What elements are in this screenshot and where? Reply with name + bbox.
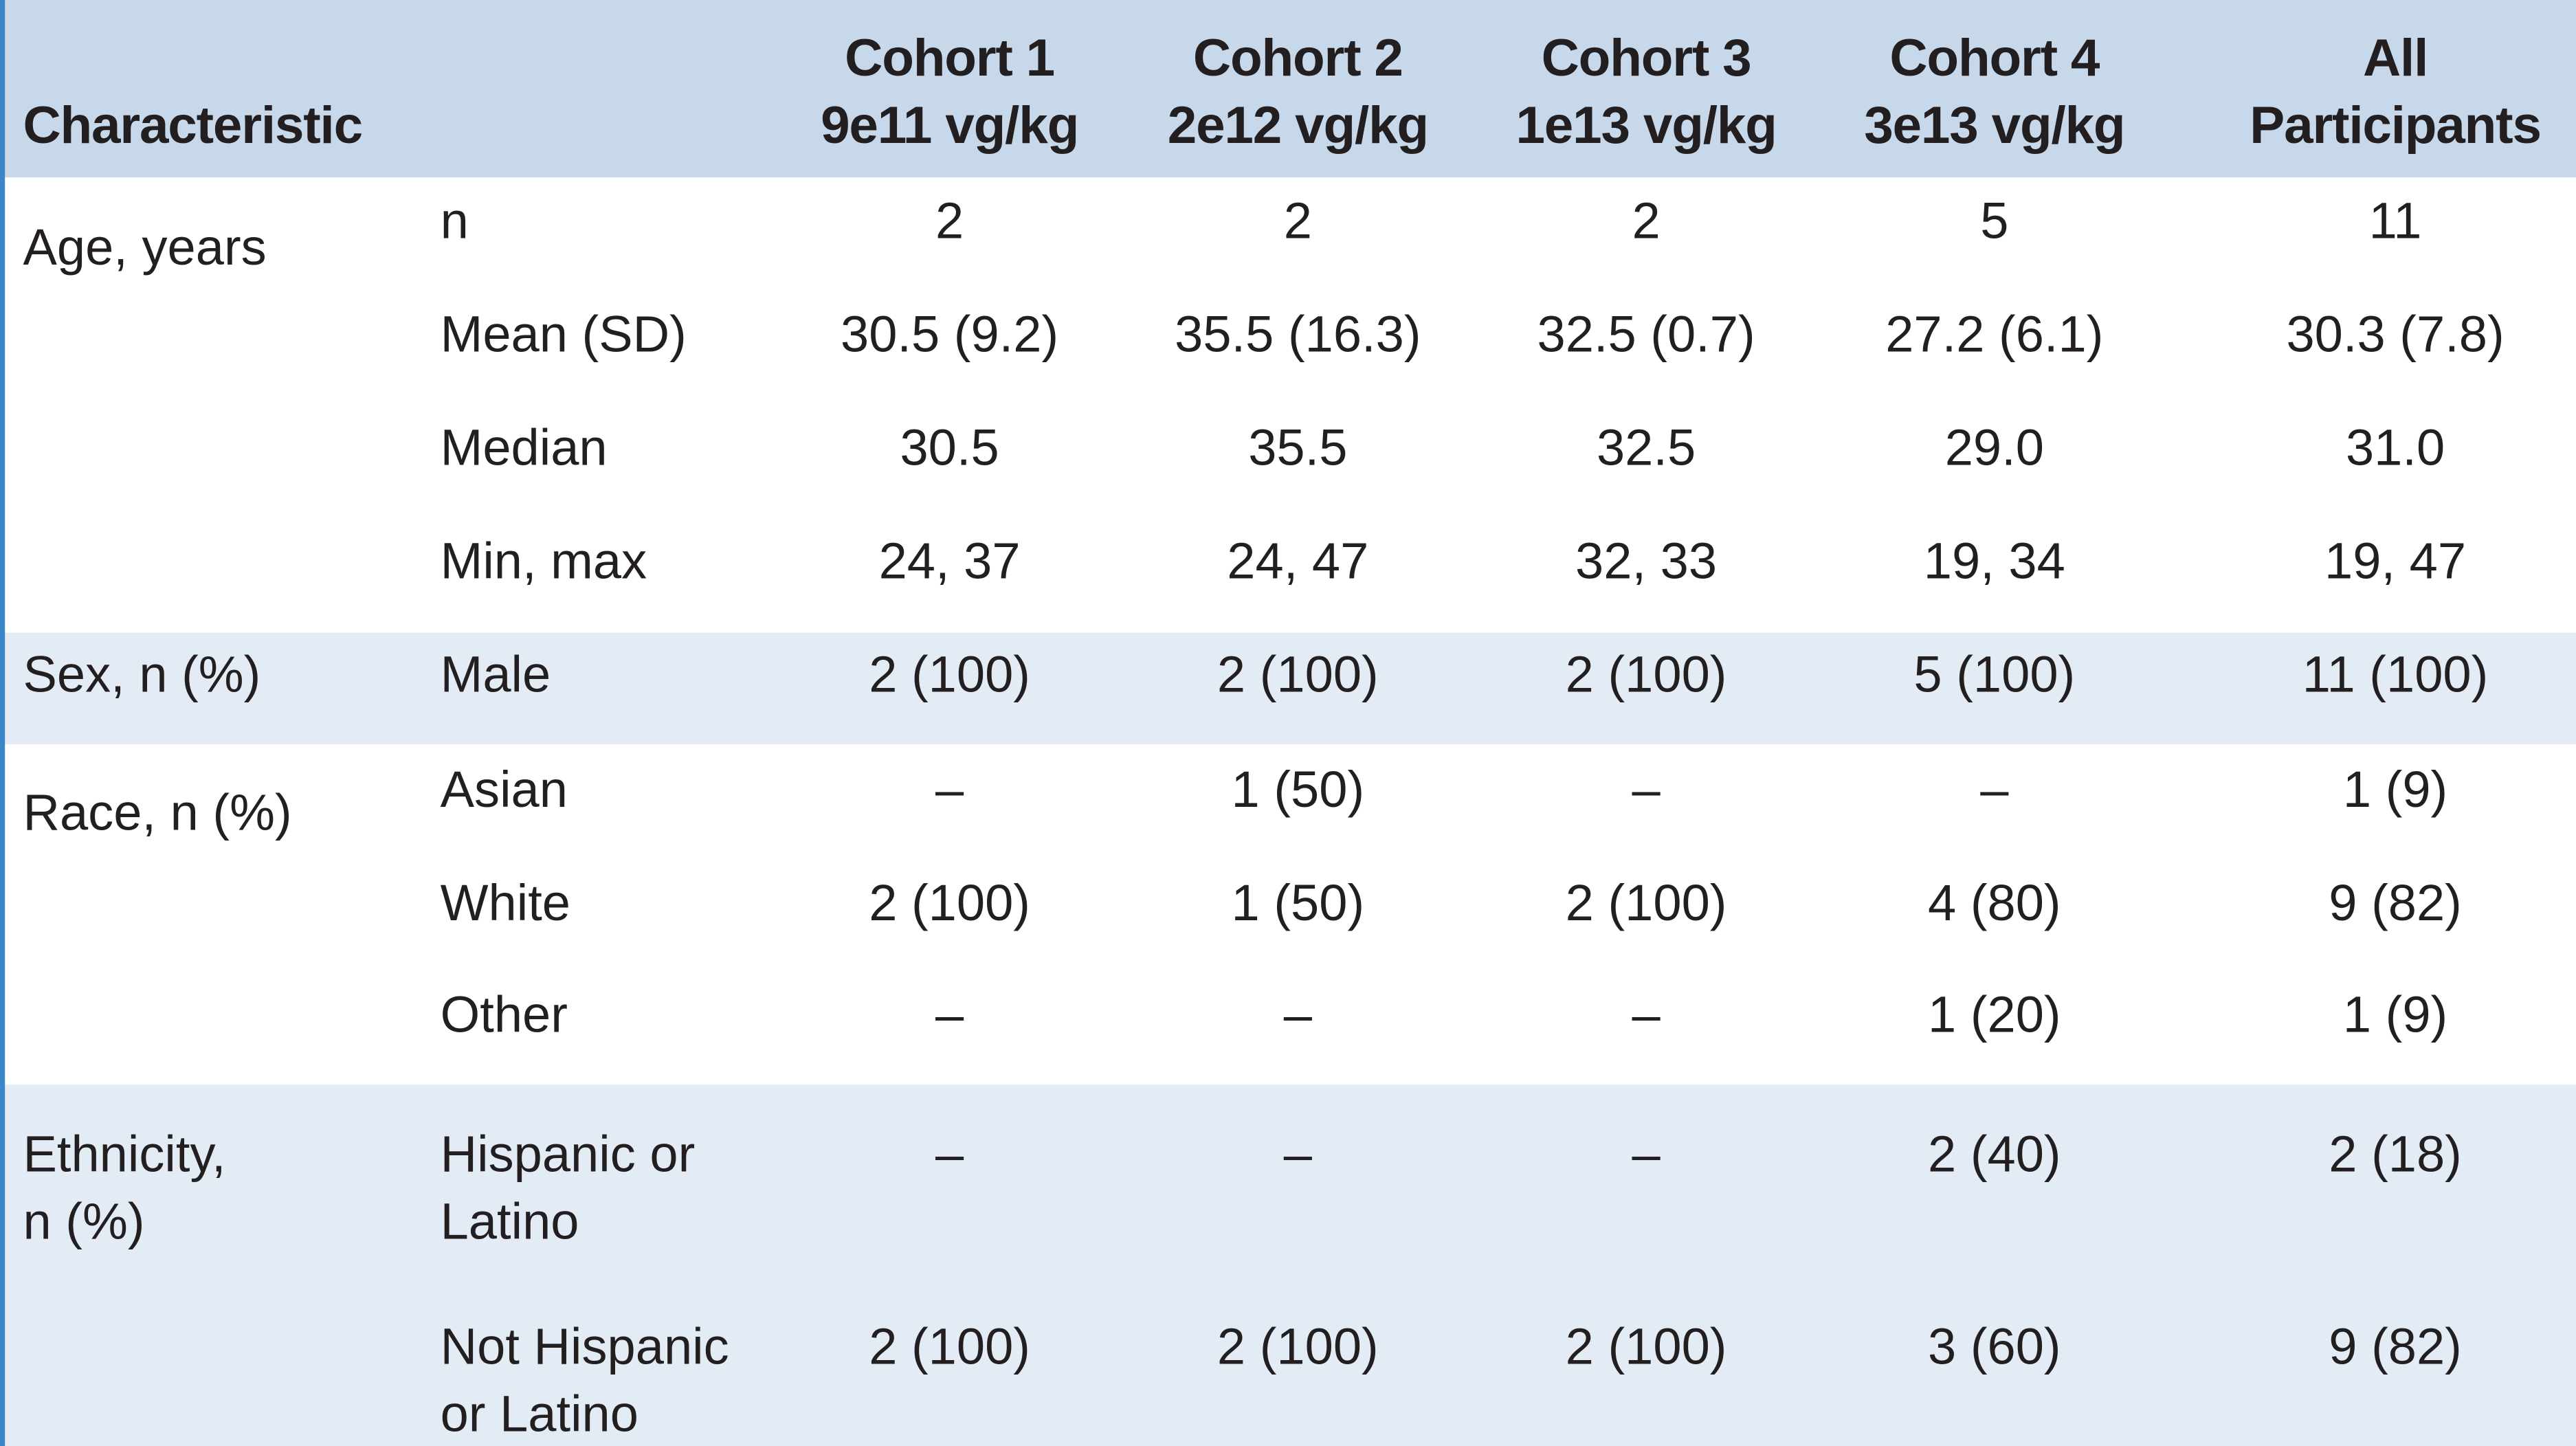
cell-value: 11 bbox=[2368, 192, 2422, 250]
cell-value: 2 (100) bbox=[869, 1317, 1030, 1376]
cell-value: 1 (50) bbox=[1231, 760, 1365, 819]
cell-value: 29.0 bbox=[1944, 419, 2044, 477]
group-label: n (%) bbox=[23, 1192, 145, 1251]
cell-value: 19, 34 bbox=[1923, 532, 2065, 590]
cell-value: 32, 33 bbox=[1575, 532, 1718, 590]
row-label: Not Hispanic bbox=[440, 1317, 729, 1376]
column-header: Cohort 4 bbox=[1889, 27, 2100, 87]
cell-value: – bbox=[1632, 986, 1661, 1044]
group-label: Ethnicity, bbox=[23, 1125, 226, 1183]
row-band bbox=[0, 744, 2576, 1084]
row-label: Other bbox=[440, 986, 568, 1044]
cell-value: 1 (20) bbox=[1928, 986, 2061, 1044]
row-label: Male bbox=[440, 645, 551, 704]
cell-value: – bbox=[935, 1125, 964, 1183]
cell-value: 2 bbox=[935, 192, 964, 250]
row-label: White bbox=[440, 874, 571, 932]
row-label: Asian bbox=[440, 760, 568, 819]
cell-value: 2 (100) bbox=[1565, 1317, 1727, 1376]
cell-value: 1 (50) bbox=[1231, 874, 1365, 932]
cell-value: 9 (82) bbox=[2329, 874, 2462, 932]
cell-value: 4 (80) bbox=[1928, 874, 2061, 932]
column-header: All bbox=[2362, 27, 2428, 87]
cell-value: 2 (18) bbox=[2329, 1125, 2462, 1183]
left-border bbox=[0, 0, 5, 1446]
row-label: n bbox=[440, 192, 469, 250]
cell-value: 35.5 bbox=[1248, 419, 1348, 477]
cell-value: – bbox=[1632, 760, 1661, 819]
header-title: Characteristic bbox=[23, 95, 363, 155]
cell-value: 30.5 bbox=[900, 419, 999, 477]
cell-value: 2 (100) bbox=[1217, 1317, 1379, 1376]
cell-value: 2 (40) bbox=[1928, 1125, 2061, 1183]
cell-value: 31.0 bbox=[2345, 419, 2445, 477]
group-label: Race, n (%) bbox=[23, 783, 292, 842]
cell-value: – bbox=[935, 986, 964, 1044]
cell-value: 30.3 (7.8) bbox=[2286, 305, 2505, 364]
cell-value: 5 (100) bbox=[1913, 645, 2076, 704]
column-header: Participants bbox=[2250, 95, 2542, 155]
cell-value: – bbox=[1283, 986, 1312, 1044]
row-label: Latino bbox=[440, 1192, 579, 1251]
cell-value: 1 (9) bbox=[2342, 986, 2448, 1044]
cell-value: – bbox=[935, 760, 964, 819]
row-label: Mean (SD) bbox=[440, 305, 687, 364]
cell-value: 2 (100) bbox=[1565, 874, 1727, 932]
cell-value: 2 (100) bbox=[1217, 645, 1379, 704]
cell-value: 2 bbox=[1283, 192, 1312, 250]
cell-value: 35.5 (16.3) bbox=[1175, 305, 1421, 364]
cell-value: 2 (100) bbox=[869, 645, 1030, 704]
row-label: or Latino bbox=[440, 1385, 639, 1443]
cell-value: 30.5 (9.2) bbox=[840, 305, 1059, 364]
cell-value: 9 (82) bbox=[2329, 1317, 2462, 1376]
cell-value: 24, 37 bbox=[878, 532, 1021, 590]
cell-value: 32.5 bbox=[1596, 419, 1696, 477]
cell-value: 32.5 (0.7) bbox=[1537, 305, 1755, 364]
cell-value: 5 bbox=[1980, 192, 2009, 250]
cell-value: – bbox=[1632, 1125, 1661, 1183]
group-label: Age, years bbox=[23, 218, 267, 276]
cell-value: 3 (60) bbox=[1928, 1317, 2061, 1376]
row-label: Hispanic or bbox=[440, 1125, 696, 1183]
cell-value: 27.2 (6.1) bbox=[1885, 305, 2104, 364]
cell-value: 2 (100) bbox=[1565, 645, 1727, 704]
cell-value: 24, 47 bbox=[1227, 532, 1369, 590]
cell-value: 1 (9) bbox=[2342, 760, 2448, 819]
cell-value: 2 (100) bbox=[869, 874, 1030, 932]
column-header: Cohort 3 bbox=[1541, 27, 1752, 87]
cell-value: 2 bbox=[1632, 192, 1661, 250]
cell-value: 11 (100) bbox=[2302, 645, 2489, 704]
row-band bbox=[0, 1084, 2576, 1446]
column-header: Cohort 2 bbox=[1192, 27, 1403, 87]
column-header: 2e12 vg/kg bbox=[1167, 95, 1429, 155]
header-band bbox=[0, 0, 2576, 178]
row-label: Median bbox=[440, 419, 608, 477]
cell-value: 19, 47 bbox=[2324, 532, 2467, 590]
column-header: 3e13 vg/kg bbox=[1864, 95, 2125, 155]
row-band bbox=[0, 632, 2576, 745]
group-label: Sex, n (%) bbox=[23, 645, 261, 704]
row-label: Min, max bbox=[440, 532, 647, 590]
cell-value: – bbox=[1980, 760, 2009, 819]
column-header: 1e13 vg/kg bbox=[1515, 95, 1777, 155]
cell-value: – bbox=[1283, 1125, 1312, 1183]
column-header: 9e11 vg/kg bbox=[821, 95, 1079, 155]
column-header: Cohort 1 bbox=[845, 27, 1055, 87]
row-band bbox=[0, 177, 2576, 633]
